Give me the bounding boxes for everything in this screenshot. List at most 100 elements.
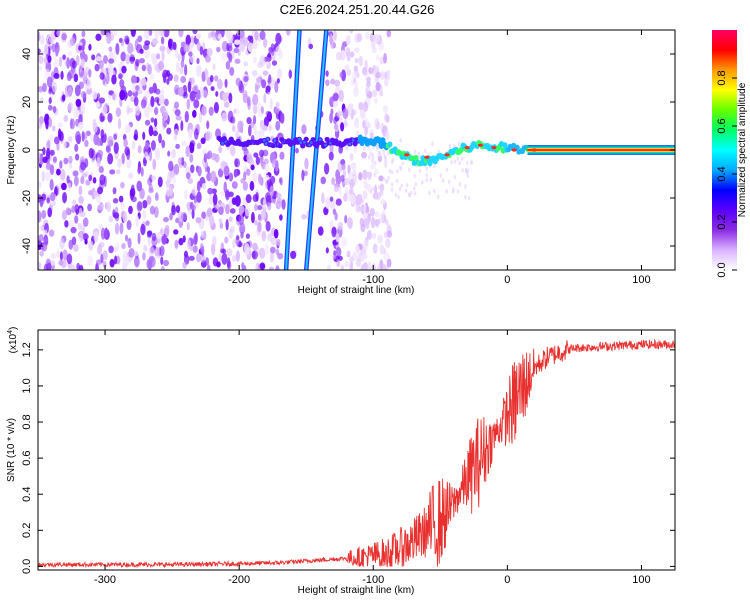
- spectrogram-speckle: [159, 30, 165, 37]
- spectrogram-speckle: [199, 87, 205, 99]
- spectrogram-speckle: [139, 48, 144, 54]
- spectrogram-speckle: [258, 129, 265, 138]
- spectrogram-speckle: [207, 187, 214, 195]
- spectrogram-speckle: [350, 162, 357, 171]
- spectrogram-speckle: [362, 119, 366, 129]
- spectrogram-speckle: [253, 123, 257, 136]
- spectrogram-speckle: [303, 170, 308, 177]
- spectrogram-speckle: [159, 245, 165, 257]
- spectrogram-speckle: [360, 264, 365, 270]
- spectrogram-speckle: [82, 217, 89, 227]
- spectrogram-speckle: [40, 50, 46, 57]
- spectrogram-speckle: [73, 244, 79, 252]
- snr-series-line: [38, 338, 675, 569]
- spectrogram-speckle: [349, 153, 354, 162]
- spectrogram-speckle: [95, 56, 102, 62]
- spectrogram-speckle: [117, 117, 122, 130]
- spectrogram-speckle: [264, 174, 270, 181]
- spectrogram-speckle: [249, 180, 255, 191]
- spectrogram-speckle: [127, 42, 134, 54]
- spectrogram-speckle: [340, 264, 344, 270]
- spectrogram-speckle: [204, 68, 208, 75]
- spectrogram-speckle: [81, 58, 85, 69]
- spectrogram-speckle: [226, 248, 233, 257]
- spectrogram-speckle: [252, 93, 259, 106]
- spectrogram-speckle: [62, 249, 68, 261]
- spectrogram-speckle: [245, 193, 252, 204]
- spectrogram-speckle: [374, 211, 380, 218]
- spectrogram-band-cell: [413, 154, 419, 161]
- spectrogram-speckle: [199, 45, 204, 56]
- spectrogram-speckle: [341, 236, 347, 247]
- spectrogram-speckle: [251, 250, 258, 260]
- spectrogram-speckle: [58, 56, 63, 67]
- spectrogram-speckle: [153, 117, 158, 128]
- spectrogram-speckle: [429, 177, 433, 182]
- spectrogram-speckle: [140, 99, 147, 109]
- spectrogram-speckle: [390, 170, 394, 175]
- spectrogram-speckle: [196, 253, 201, 263]
- spectrogram-band-cell: [300, 143, 306, 149]
- spectrogram-speckle: [207, 150, 213, 159]
- spectrogram-speckle: [68, 50, 72, 57]
- spectrogram-speckle: [80, 44, 85, 51]
- spectrogram-speckle: [263, 116, 269, 128]
- spectrogram-speckle: [247, 42, 254, 53]
- spectrogram-speckle: [150, 245, 155, 254]
- spectrogram-speckle: [163, 30, 170, 38]
- spectrogram-speckle: [100, 227, 106, 240]
- spectrogram-speckle: [162, 72, 167, 84]
- spectrogram-speckle: [141, 64, 147, 72]
- spectrogram-speckle: [44, 43, 49, 55]
- spectrogram-speckle: [107, 153, 114, 165]
- spectrogram-speckle: [145, 155, 150, 161]
- spectrogram-speckle: [343, 177, 350, 186]
- spectrogram-speckle: [398, 186, 402, 192]
- spectrogram-speckle: [413, 173, 416, 179]
- spectrogram-speckle: [155, 88, 161, 95]
- spectrogram-speckle: [66, 72, 72, 82]
- spectrogram-speckle: [77, 222, 83, 231]
- spectrogram-speckle: [47, 207, 52, 218]
- spectrogram-speckle: [453, 175, 457, 180]
- spectrogram-x-label: Height of straight line (km): [298, 285, 415, 296]
- spectrogram-speckle: [237, 50, 241, 57]
- spectrogram-speckle: [154, 96, 160, 103]
- spectrogram-speckle: [252, 194, 259, 203]
- spectrogram-speckle: [373, 172, 376, 178]
- spectrogram-speckle: [96, 101, 100, 108]
- spectrogram-speckle: [239, 226, 245, 235]
- spectrogram-speckle: [348, 189, 352, 195]
- spectrogram-speckle: [193, 83, 199, 93]
- spectrogram-speckle: [178, 86, 184, 97]
- spectrogram-speckle: [122, 256, 129, 268]
- spectrogram-speckle: [162, 109, 169, 121]
- spectrogram-speckle: [193, 234, 198, 246]
- spectrogram-speckle: [227, 31, 234, 44]
- spectrogram-speckle: [408, 167, 411, 173]
- spectrogram-speckle: [239, 30, 245, 40]
- spectrogram-speckle: [42, 147, 46, 156]
- spectrogram-speckle: [230, 145, 236, 156]
- spectrogram-speckle: [137, 166, 142, 175]
- spectrogram-speckle: [377, 234, 383, 244]
- spectrogram-speckle: [38, 116, 44, 125]
- spectrogram-speckle: [285, 30, 291, 36]
- spectrogram-speckle: [234, 58, 241, 64]
- spectrogram-speckle: [124, 124, 131, 133]
- spectrogram-speckle: [354, 81, 358, 91]
- spectrogram-speckle: [223, 165, 230, 177]
- spectrogram-speckle: [250, 164, 255, 171]
- spectrogram-speckle: [238, 215, 245, 226]
- spectrogram-speckle: [267, 52, 272, 58]
- spectrogram-speckle: [211, 188, 217, 194]
- spectrogram-y-axis: -40 -20 0 20 40: [21, 48, 675, 254]
- spectrogram-speckle: [149, 73, 155, 81]
- spectrogram-speckle: [107, 112, 113, 123]
- spectrogram-speckle: [238, 83, 245, 94]
- spectrogram-speckle: [120, 51, 127, 62]
- y-tick-label: -20: [21, 190, 33, 206]
- spectrogram-speckle: [257, 221, 262, 233]
- spectrogram-speckle: [256, 204, 263, 211]
- spectrogram-speckle: [240, 231, 244, 239]
